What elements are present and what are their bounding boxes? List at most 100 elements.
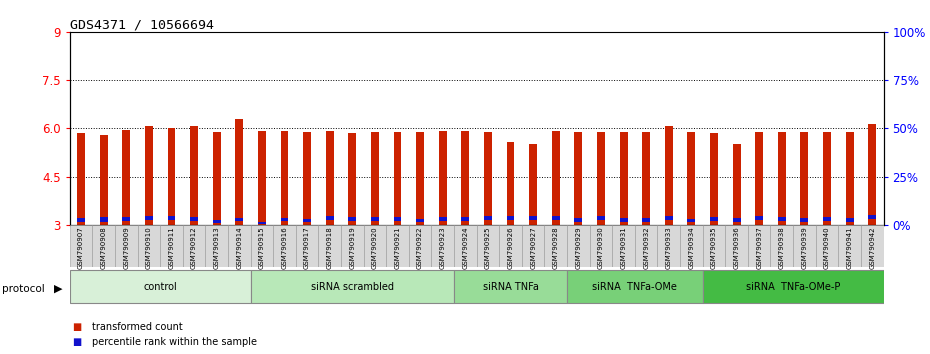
Bar	[183, 225, 206, 267]
Text: GSM790938: GSM790938	[778, 227, 785, 269]
Bar	[484, 216, 492, 220]
Bar	[597, 132, 605, 225]
Bar	[665, 126, 672, 225]
Text: GSM790941: GSM790941	[846, 227, 853, 269]
Text: siRNA TNFa: siRNA TNFa	[483, 282, 538, 292]
Text: ▶: ▶	[54, 284, 62, 293]
Bar	[551, 131, 560, 225]
Text: GSM790918: GSM790918	[326, 227, 333, 269]
Text: GSM790934: GSM790934	[688, 227, 695, 269]
Text: GSM790935: GSM790935	[711, 227, 717, 269]
Bar	[665, 216, 672, 220]
Bar	[349, 133, 356, 225]
Text: GSM790909: GSM790909	[124, 227, 129, 269]
Bar	[575, 218, 582, 222]
Bar	[643, 132, 650, 225]
Bar	[235, 119, 244, 225]
Bar	[658, 225, 680, 267]
Text: control: control	[143, 282, 177, 292]
Bar	[416, 132, 424, 225]
Bar	[138, 225, 160, 267]
Bar	[409, 225, 432, 267]
Bar	[529, 216, 538, 220]
Text: GDS4371 / 10566694: GDS4371 / 10566694	[70, 19, 214, 32]
Bar	[590, 225, 612, 267]
Text: GSM790919: GSM790919	[350, 227, 355, 269]
Text: siRNA scrambled: siRNA scrambled	[311, 282, 393, 292]
Text: GSM790926: GSM790926	[508, 227, 513, 269]
Bar	[816, 225, 838, 267]
Bar	[725, 225, 748, 267]
Bar	[77, 133, 85, 225]
Bar	[439, 131, 446, 225]
Bar	[123, 130, 130, 225]
Bar	[439, 217, 446, 221]
Bar	[755, 132, 764, 225]
Bar	[416, 219, 424, 222]
Bar	[748, 225, 770, 267]
Bar	[296, 225, 318, 267]
Text: GSM790929: GSM790929	[576, 227, 581, 269]
Bar	[619, 218, 628, 222]
Bar	[823, 217, 830, 221]
Text: percentile rank within the sample: percentile rank within the sample	[92, 337, 257, 347]
Bar	[190, 126, 198, 225]
Bar	[213, 220, 220, 223]
Bar	[160, 225, 183, 267]
Text: GSM790942: GSM790942	[870, 227, 875, 269]
Text: GSM790920: GSM790920	[372, 227, 378, 269]
Bar	[77, 218, 85, 222]
Bar	[454, 270, 567, 303]
Bar	[228, 225, 250, 267]
Bar	[432, 225, 454, 267]
Text: siRNA  TNFa-OMe-P: siRNA TNFa-OMe-P	[746, 282, 841, 292]
Text: GSM790937: GSM790937	[756, 227, 763, 269]
Text: GSM790923: GSM790923	[440, 227, 445, 269]
Bar	[258, 131, 266, 225]
Bar	[499, 225, 522, 267]
Bar	[341, 225, 364, 267]
Bar	[635, 225, 658, 267]
Text: GSM790921: GSM790921	[394, 227, 401, 269]
Bar	[371, 132, 379, 225]
Text: GSM790931: GSM790931	[620, 227, 627, 269]
Text: siRNA  TNFa-OMe: siRNA TNFa-OMe	[592, 282, 677, 292]
Text: GSM790925: GSM790925	[485, 227, 491, 269]
Text: ■: ■	[73, 337, 82, 347]
Text: GSM790910: GSM790910	[146, 227, 152, 269]
Bar	[710, 133, 718, 225]
Bar	[777, 217, 786, 221]
Text: GSM790915: GSM790915	[259, 227, 265, 269]
Bar	[318, 225, 341, 267]
Bar	[703, 270, 884, 303]
Bar	[281, 131, 288, 225]
Text: GSM790913: GSM790913	[214, 227, 219, 269]
Text: GSM790927: GSM790927	[530, 227, 536, 269]
Bar	[770, 225, 793, 267]
Bar	[845, 218, 854, 222]
Bar	[823, 132, 830, 225]
Bar	[70, 225, 92, 267]
Text: ■: ■	[73, 322, 82, 332]
Bar	[364, 225, 386, 267]
Text: GSM790932: GSM790932	[644, 227, 649, 269]
Bar	[123, 217, 130, 221]
Text: GSM790911: GSM790911	[168, 227, 175, 269]
Bar	[167, 128, 176, 225]
Bar	[100, 217, 108, 222]
Bar	[303, 132, 311, 225]
Bar	[386, 225, 409, 267]
Text: GSM790914: GSM790914	[236, 227, 243, 269]
Bar	[567, 270, 703, 303]
Bar	[476, 225, 499, 267]
Bar	[281, 218, 288, 221]
Bar	[461, 131, 470, 225]
Bar	[575, 132, 582, 225]
Text: GSM790908: GSM790908	[100, 227, 107, 269]
Text: GSM790922: GSM790922	[418, 227, 423, 269]
Bar	[371, 217, 379, 221]
Bar	[597, 216, 605, 220]
Bar	[680, 225, 703, 267]
Bar	[733, 218, 740, 222]
Bar	[551, 216, 560, 220]
